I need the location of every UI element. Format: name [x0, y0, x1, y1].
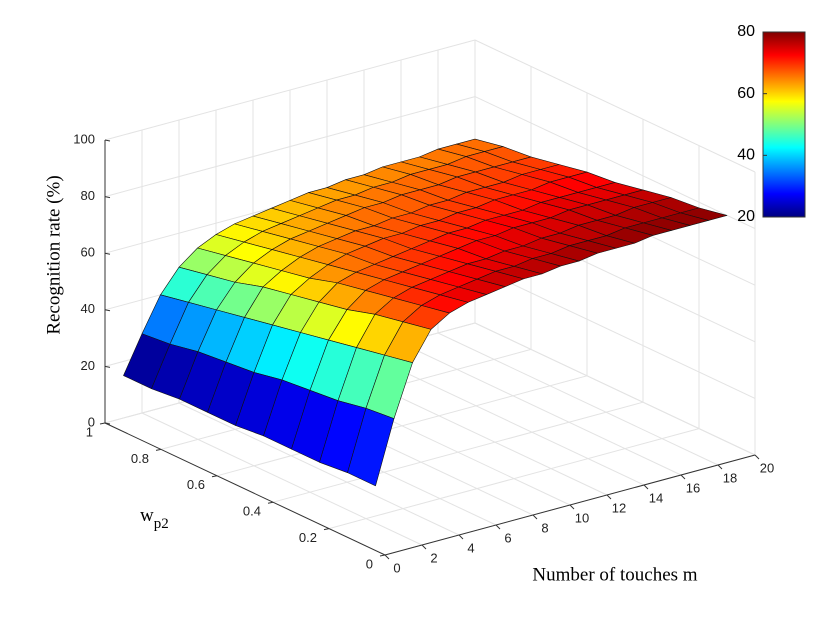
y-tick — [99, 422, 106, 425]
x-tick — [569, 504, 575, 510]
z-tick-label: 100 — [73, 131, 95, 146]
y-tick — [323, 528, 330, 531]
x-tick-label: 4 — [467, 540, 474, 555]
z-tick — [104, 196, 111, 199]
surface-patch — [347, 407, 395, 487]
x-tick-label: 8 — [541, 520, 548, 535]
y-tick-label: 0.6 — [187, 477, 205, 492]
colorbar-tick-label: 40 — [737, 147, 755, 164]
z-tick — [104, 252, 111, 255]
grid-line — [141, 412, 423, 546]
colorbar — [762, 31, 806, 218]
grid-line — [104, 39, 476, 141]
y-axis — [104, 422, 386, 556]
x-tick-label: 16 — [686, 480, 700, 495]
x-tick — [717, 464, 723, 470]
colorbar-tick-label: 60 — [737, 85, 755, 102]
z-tick — [104, 422, 111, 425]
colorbar-tick-label: 80 — [737, 23, 755, 40]
grid-line — [437, 332, 719, 466]
z-tick — [104, 139, 111, 142]
grid-line — [474, 265, 756, 399]
x-tick-label: 14 — [649, 490, 663, 505]
y-tick — [379, 554, 386, 557]
x-tick — [421, 544, 427, 550]
y-tick — [211, 475, 218, 478]
grid-line — [104, 96, 476, 198]
z-tick-label: 80 — [81, 188, 95, 203]
x-tick — [643, 484, 649, 490]
grid-line — [474, 322, 756, 456]
grid-line — [178, 402, 460, 536]
z-tick-label: 40 — [81, 301, 95, 316]
y-tick-label: 0 — [366, 556, 373, 571]
y-tick — [155, 448, 162, 451]
z-axis-label: Recognition rate (%) — [43, 175, 64, 334]
grid-line — [216, 375, 588, 477]
z-tick-label: 60 — [81, 245, 95, 260]
x-tick-label: 6 — [504, 530, 511, 545]
x-tick-label: 0 — [393, 560, 400, 575]
x-tick-label: 2 — [430, 550, 437, 565]
y-axis-label-main: w — [140, 505, 154, 526]
x-tick — [458, 534, 464, 540]
x-tick — [754, 454, 760, 460]
grid-line — [474, 96, 756, 230]
y-tick-label: 0.8 — [131, 451, 149, 466]
x-tick — [532, 514, 538, 520]
x-tick — [495, 524, 501, 530]
y-tick-label: 1 — [86, 424, 93, 439]
grid-line — [328, 428, 700, 530]
colorbar-tick-label: 20 — [737, 208, 755, 225]
surface — [123, 138, 728, 487]
grid-line — [474, 39, 756, 173]
y-tick — [267, 501, 274, 504]
z-tick-label: 0 — [88, 414, 95, 429]
x-tick — [606, 494, 612, 500]
x-tick — [680, 474, 686, 480]
z-tick-label: 20 — [81, 358, 95, 373]
x-axis-label: Number of touches m — [532, 564, 697, 585]
y-tick-label: 0.2 — [299, 530, 317, 545]
x-tick-label: 18 — [723, 470, 737, 485]
y-axis-label: wp2 — [140, 505, 169, 532]
z-tick — [104, 365, 111, 368]
y-tick-label: 0.4 — [243, 504, 261, 519]
x-tick-label: 10 — [575, 510, 589, 525]
x-tick-label: 20 — [760, 460, 774, 475]
x-tick-label: 12 — [612, 500, 626, 515]
grid-line — [363, 352, 645, 486]
x-tick — [384, 554, 390, 560]
y-axis-label-sub: p2 — [154, 516, 169, 532]
grid-line — [400, 342, 682, 476]
z-tick — [104, 309, 111, 312]
grid-line — [272, 401, 644, 503]
